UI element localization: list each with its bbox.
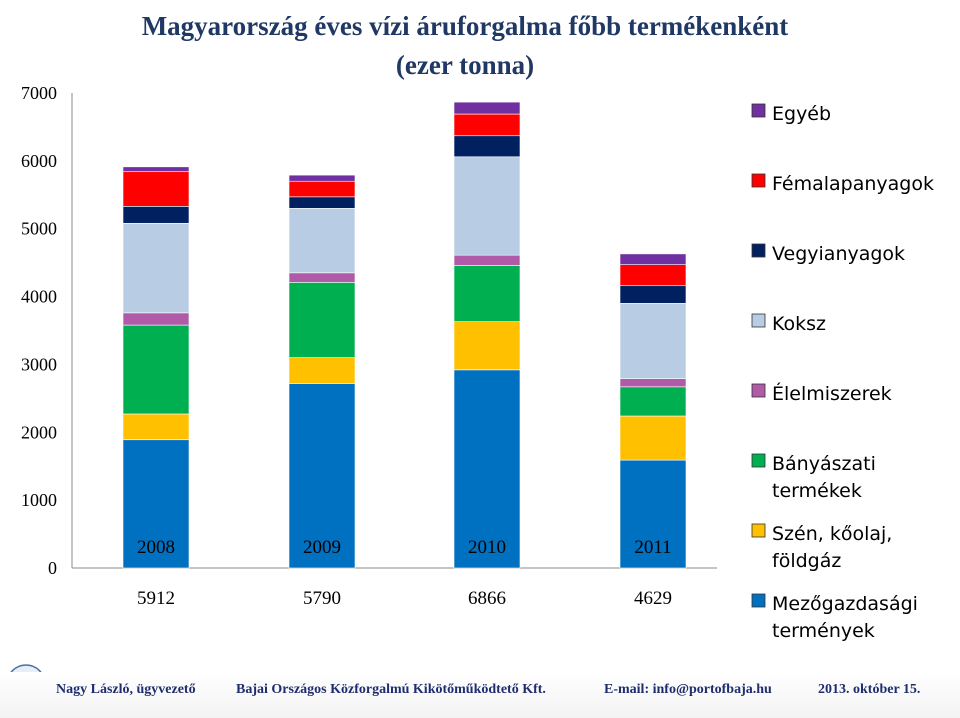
bar-segment-2009-1 [288, 357, 356, 384]
bar-segment-2008-7 [122, 166, 190, 173]
bar-segment-2008-0 [122, 439, 190, 569]
bar-segment-2010-5 [453, 135, 521, 158]
legend-swatch [751, 593, 766, 608]
bar-segment-2008-3 [122, 312, 190, 326]
total-label: 6866 [468, 588, 506, 609]
bar-segment-2011-5 [619, 285, 687, 304]
legend-label: Koksz [772, 313, 826, 335]
total-label: 5912 [137, 588, 175, 609]
bar-segment-2011-3 [619, 378, 687, 388]
bar-segment-2009-4 [288, 208, 356, 274]
y-tick-label: 3000 [21, 354, 57, 374]
bar-segment-2008-1 [122, 413, 190, 441]
bar-segment-2009-6 [288, 180, 356, 198]
bar-segment-2011-2 [619, 386, 687, 417]
bar-segment-2011-6 [619, 264, 687, 287]
legend-swatch [751, 103, 766, 118]
y-tick-label: 7000 [21, 83, 57, 103]
y-tick-label: 2000 [21, 422, 57, 442]
chart-title-line1: Magyarország éves vízi áruforgalma főbb … [142, 11, 789, 41]
footer-company: Bajai Országos Közforgalmú Kikötőműködte… [236, 682, 546, 697]
x-category-labels: 2008 2009 2010 2011 [137, 537, 672, 558]
y-tick-label: 4000 [21, 287, 57, 307]
bar-segment-2009-5 [288, 196, 356, 209]
total-label: 4629 [634, 588, 672, 609]
bar-segment-2011-7 [619, 253, 687, 265]
bar-segment-2010-7 [453, 101, 521, 115]
stacked-bar-chart: Magyarország éves vízi áruforgalma főbb … [21, 11, 934, 642]
bar-segment-2008-6 [122, 171, 190, 207]
legend-swatch [751, 243, 766, 258]
legend-label: termékek [772, 480, 862, 502]
bar-segment-2011-1 [619, 415, 687, 461]
x-category-label: 2010 [468, 537, 506, 558]
y-tick-label: 0 [48, 558, 57, 578]
y-tick-label: 1000 [21, 490, 57, 510]
total-label: 5790 [303, 588, 341, 609]
chart-title-line2: (ezer tonna) [396, 50, 534, 80]
bar-segment-2008-4 [122, 222, 190, 314]
legend-label: földgáz [772, 550, 841, 572]
bar-segment-2009-2 [288, 282, 356, 358]
bar-segment-2010-3 [453, 254, 521, 266]
x-category-label: 2008 [137, 537, 175, 558]
bar-segment-2011-4 [619, 303, 687, 379]
legend-swatch [751, 523, 766, 538]
legend-swatch [751, 313, 766, 328]
legend-label: Mezőgazdasági [772, 593, 918, 615]
bar-segment-2010-4 [453, 156, 521, 256]
bar-segment-2009-7 [288, 174, 356, 182]
footer-author: Nagy László, ügyvezető [56, 682, 196, 697]
legend-swatch [751, 453, 766, 468]
legend-label: Bányászati [772, 453, 876, 475]
y-tick-label: 6000 [21, 151, 57, 171]
x-category-label: 2009 [303, 537, 341, 558]
bar-segment-2011-0 [619, 459, 687, 569]
bar-segment-2010-2 [453, 265, 521, 322]
legend-label: Vegyianyagok [772, 243, 905, 265]
footer-email[interactable]: E-mail: info@portofbaja.hu [604, 682, 772, 697]
footer-bar: Nagy László, ügyvezető Bajai Országos Kö… [0, 672, 960, 718]
bar-segment-2008-5 [122, 206, 190, 224]
bar-segment-2010-0 [453, 369, 521, 569]
bar-segment-2010-1 [453, 321, 521, 371]
legend-label: Fémalapanyagok [772, 173, 934, 195]
legend-swatch [751, 173, 766, 188]
bar-segment-2008-2 [122, 324, 190, 415]
legend-swatch [751, 383, 766, 398]
legend-label: termények [772, 620, 875, 642]
y-tick-labels: 0 1000 2000 3000 4000 5000 6000 7000 [21, 83, 57, 578]
bar-stacks [122, 101, 687, 569]
x-category-label: 2011 [634, 537, 671, 558]
legend-label: Szén, kőolaj, [772, 523, 892, 545]
total-labels: 5912 5790 6866 4629 [137, 588, 672, 609]
bar-segment-2010-6 [453, 113, 521, 137]
footer-date: 2013. október 15. [818, 682, 921, 697]
legend-label: Élelmiszerek [772, 382, 892, 405]
legend-label: Egyéb [772, 103, 831, 125]
bar-segment-2009-3 [288, 272, 356, 283]
y-tick-label: 5000 [21, 219, 57, 239]
legend: Egyéb Fémalapanyagok Vegyianyagok Koksz Élel… [751, 103, 934, 642]
